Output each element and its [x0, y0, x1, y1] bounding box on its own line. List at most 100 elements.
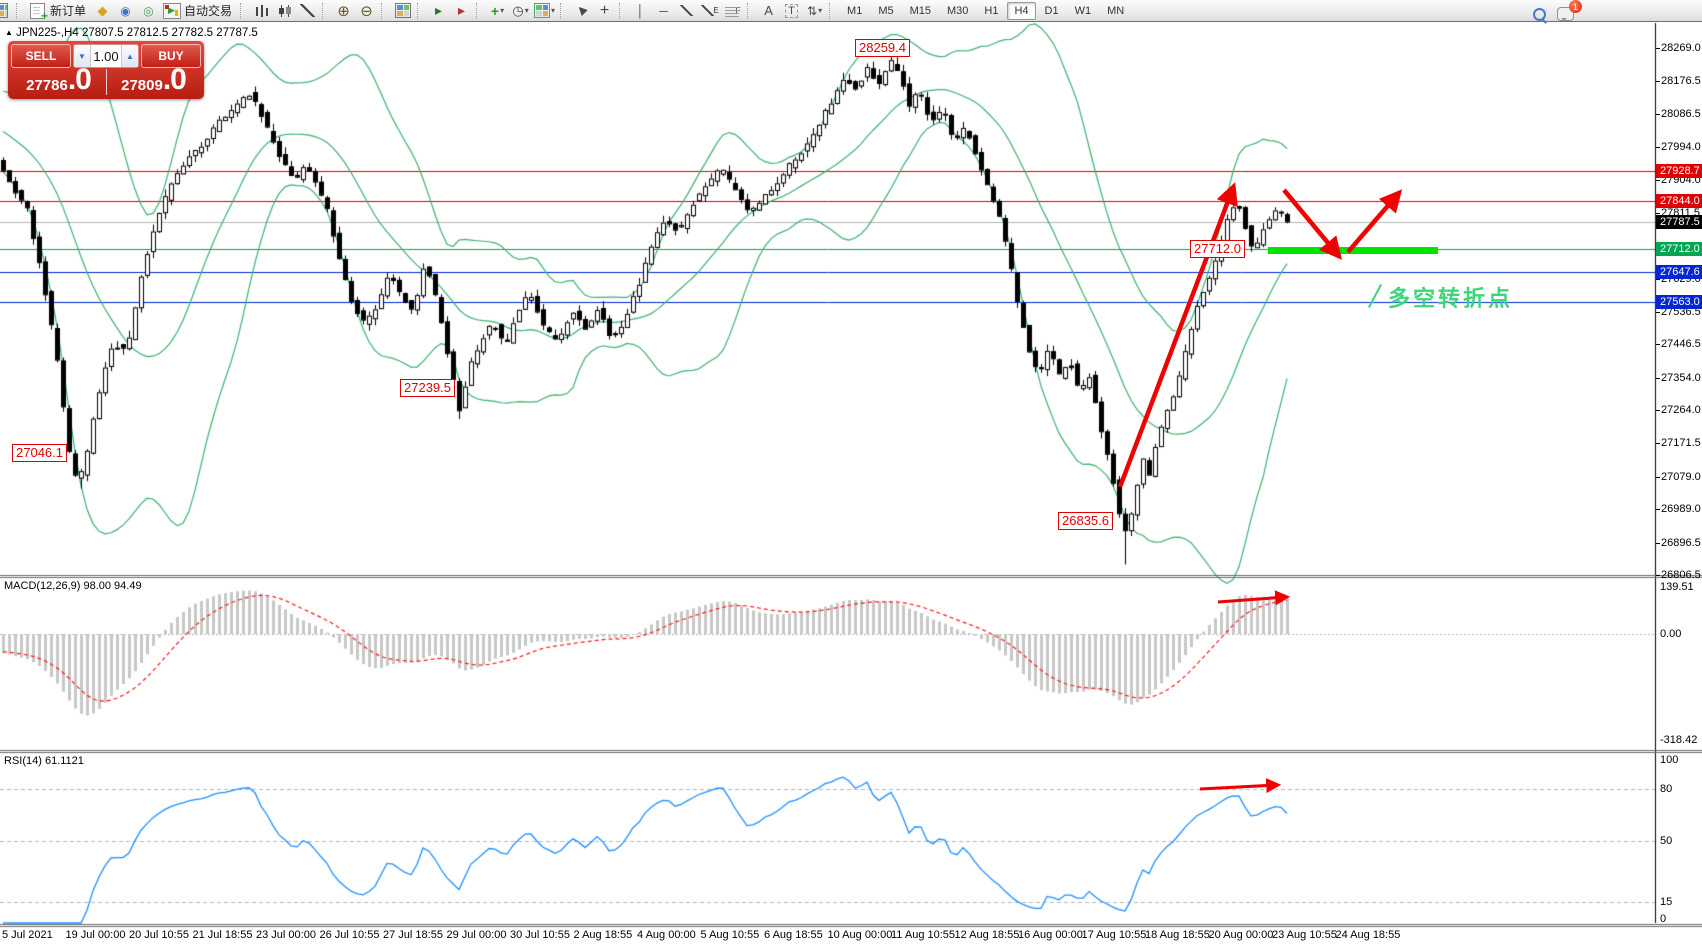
rsi-axis-label: 0 — [1660, 913, 1667, 925]
timeframe-h4[interactable]: H4 — [1007, 1, 1036, 20]
line-chart-icon[interactable] — [297, 1, 318, 21]
cursor-icon[interactable]: ▶ — [574, 2, 590, 18]
periods-icon[interactable]: ◷ ▾ — [512, 2, 529, 18]
autotrading-label[interactable]: 自动交易 — [184, 4, 233, 18]
price-tick: 27994.0 — [1656, 141, 1701, 154]
one-click-trading-panel: SELL ▼ 1.00 ▲ BUY 27786.0 27809.0 — [8, 41, 204, 99]
price-annotation-box[interactable]: 27046.1 — [12, 444, 67, 462]
timeframe-w1[interactable]: W1 — [1074, 4, 1092, 17]
community-icon[interactable]: ◉ — [120, 3, 131, 18]
timeframe-m15[interactable]: M15 — [909, 4, 932, 17]
time-label: 2 Aug 18:55 — [573, 929, 633, 941]
timeframe-m1[interactable]: M1 — [847, 4, 863, 17]
sell-price[interactable]: 27786.0 — [26, 63, 92, 96]
candlestick-chart-icon[interactable] — [274, 1, 295, 21]
search-icon[interactable] — [1529, 4, 1550, 24]
sell-button[interactable]: SELL — [11, 44, 71, 68]
time-label: 4 Aug 00:00 — [637, 929, 696, 941]
time-label: 24 Aug 18:55 — [1335, 929, 1401, 941]
arrows-icon[interactable]: ⇅ ▾ — [807, 3, 823, 18]
timeframe-m30[interactable]: M30 — [947, 4, 969, 17]
price-tick: 28086.5 — [1656, 107, 1701, 120]
turning-point-label[interactable]: 多空转折点 — [1388, 286, 1514, 311]
timeframe-h1[interactable]: H1 — [984, 4, 999, 17]
crosshair-icon[interactable]: + — [599, 1, 610, 19]
price-annotation-box[interactable]: 27712.0 — [1190, 240, 1245, 258]
rsi-axis-label: 50 — [1660, 835, 1673, 847]
volume-down-button[interactable]: ▼ — [74, 45, 91, 67]
price-badge: 27563.0 — [1656, 295, 1702, 310]
text-icon[interactable]: A — [764, 3, 773, 18]
macd-trend-arrow[interactable] — [1217, 590, 1291, 606]
time-label: 26 Jul 10:55 — [319, 929, 380, 941]
toolbar-separator — [829, 2, 836, 19]
time-label: 23 Aug 10:55 — [1272, 929, 1337, 941]
text-label-icon[interactable]: T — [781, 1, 802, 21]
toolbar-separator — [16, 2, 23, 19]
rsi-axis-label: 100 — [1660, 754, 1679, 766]
toolbar-separator — [476, 2, 483, 19]
price-tick: 26989.0 — [1656, 503, 1701, 516]
indicators-icon[interactable]: + ▾ — [490, 2, 505, 19]
time-label: 17 Aug 10:55 — [1081, 929, 1147, 941]
time-label: 23 Jul 00:00 — [256, 929, 316, 941]
new-order-icon[interactable] — [27, 1, 48, 23]
price-annotation-box[interactable]: 26835.6 — [1058, 512, 1113, 530]
signals-icon[interactable]: ◎ — [143, 3, 154, 18]
horizontal-line-icon[interactable]: ─ — [659, 3, 668, 18]
rally-arrow[interactable] — [1117, 182, 1238, 488]
notification-count-badge: 1 — [1569, 0, 1582, 13]
price-tick: 26896.5 — [1656, 536, 1701, 549]
trendline-icon[interactable] — [676, 1, 697, 21]
price-tick: 26806.5 — [1656, 569, 1701, 582]
tile-windows-icon[interactable] — [392, 1, 413, 21]
metaeditor-icon[interactable]: ◆ — [97, 2, 108, 18]
symbol-triangle-icon: ▲ — [5, 28, 13, 37]
support-highlight-bar[interactable] — [1268, 247, 1438, 254]
rsi-trend-arrow[interactable] — [1199, 778, 1282, 794]
price-badge: 27844.0 — [1656, 194, 1702, 209]
time-label: 20 Jul 10:55 — [129, 929, 189, 941]
buy-price[interactable]: 27809.0 — [121, 63, 187, 96]
macd-label: MACD(12,26,9) 98.00 94.49 — [4, 580, 142, 592]
volume-input[interactable]: 1.00 — [93, 48, 119, 64]
buy-button[interactable]: BUY — [141, 44, 201, 68]
price-tick: 28269.0 — [1656, 42, 1701, 54]
vertical-line-icon[interactable]: │ — [636, 3, 645, 18]
timeframe-mn[interactable]: MN — [1107, 4, 1125, 17]
zoom-in-icon[interactable]: ⊕ — [337, 2, 350, 20]
timeframe-m5[interactable]: M5 — [878, 4, 894, 17]
price-tick: 27446.5 — [1656, 338, 1701, 351]
templates-icon[interactable]: ▾ — [533, 1, 556, 21]
time-label: 12 Aug 18:55 — [954, 929, 1020, 941]
toolbar-separator — [747, 2, 754, 19]
clipped-edge-icon — [0, 1, 12, 21]
bar-chart-icon[interactable] — [251, 1, 272, 21]
chart-shift-icon[interactable]: ▸ — [458, 2, 466, 18]
macd-axis-label: 0.00 — [1660, 628, 1682, 640]
timeframe-group: M1 M5 M15 M30 H1 H4 D1 W1 MN — [839, 1, 1132, 20]
time-label: 20 Aug 00:00 — [1208, 929, 1274, 941]
auto-scroll-icon[interactable]: ▸ — [435, 2, 443, 18]
zoom-out-icon[interactable]: ⊖ — [360, 2, 373, 20]
volume-up-button[interactable]: ▲ — [121, 45, 138, 67]
price-tick: 27264.0 — [1656, 404, 1701, 417]
autotrading-icon[interactable]: ▶ — [161, 1, 182, 21]
time-label: 11 Aug 10:55 — [891, 929, 956, 941]
timeframe-d1[interactable]: D1 — [1044, 4, 1059, 17]
toolbar-separator — [417, 2, 424, 19]
macd-axis-label: -318.42 — [1660, 734, 1698, 747]
price-annotation-box[interactable]: 28259.4 — [855, 39, 910, 57]
new-order-label[interactable]: 新订单 — [50, 4, 87, 18]
notifications-icon[interactable]: 1 — [1555, 0, 1582, 24]
price-annotation-box[interactable]: 27239.5 — [400, 379, 455, 397]
pullback-arrow[interactable] — [1282, 188, 1343, 260]
price-badge: 27787.5 — [1656, 214, 1702, 229]
fibonacci-icon[interactable]: F — [722, 1, 743, 21]
breakout-arrow[interactable] — [1346, 189, 1403, 254]
time-label: 30 Jul 10:55 — [510, 929, 570, 941]
rsi-label: RSI(14) 61.1121 — [4, 755, 84, 767]
time-label: 29 Jul 00:00 — [446, 929, 507, 941]
equidistant-channel-icon[interactable]: E — [699, 1, 720, 21]
